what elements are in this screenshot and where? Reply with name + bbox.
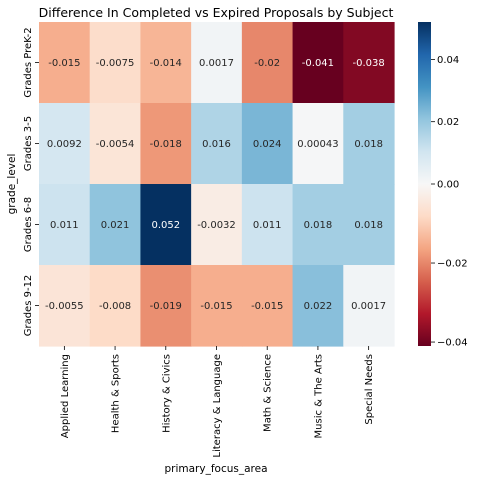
y-tick-label: Grades 3-5 xyxy=(23,116,34,171)
heatmap-cell xyxy=(343,103,395,185)
heatmap-cell xyxy=(191,265,243,347)
cell-value-label: -0.015 xyxy=(251,301,283,312)
y-tick-label: Grades 6-8 xyxy=(23,197,34,252)
x-tick-label: Math & Science xyxy=(263,354,274,432)
heatmap-cell xyxy=(89,184,142,266)
heatmap-cell xyxy=(343,184,395,266)
heatmap-cell xyxy=(39,265,91,347)
cell-value-label: 0.021 xyxy=(101,220,130,231)
cell-value-label: 0.018 xyxy=(354,220,383,231)
x-tick-label: Special Needs xyxy=(364,354,375,425)
heatmap-cell xyxy=(191,103,243,185)
heatmap-cell xyxy=(39,103,91,185)
heatmap-cell xyxy=(241,265,294,347)
heatmap-cell xyxy=(39,22,91,104)
heatmap-cells xyxy=(39,22,395,347)
colorbar-tick-label: −0.04 xyxy=(437,338,468,349)
cell-value-label: -0.0054 xyxy=(96,139,135,150)
heatmap-cell xyxy=(140,184,192,266)
heatmap-cell xyxy=(89,103,142,185)
cell-value-label: -0.041 xyxy=(302,58,334,69)
heatmap-cell xyxy=(191,22,243,104)
heatmap-cell xyxy=(140,22,192,104)
cell-value-label: 0.011 xyxy=(50,220,79,231)
x-tick-label: History & Civics xyxy=(161,354,172,433)
heatmap-cell xyxy=(140,103,192,185)
x-tick-label: Health & Sports xyxy=(111,354,122,433)
colorbar-tick-label: 0.02 xyxy=(437,117,459,128)
x-tick-label: Applied Learning xyxy=(60,354,71,438)
cell-value-label: 0.0092 xyxy=(47,139,82,150)
cell-value-label: 0.00043 xyxy=(297,139,338,150)
cell-value-label: 0.011 xyxy=(253,220,282,231)
heatmap-cell xyxy=(191,184,243,266)
heatmap-cell xyxy=(241,22,294,104)
heatmap-cell xyxy=(343,265,395,347)
heatmap-cell xyxy=(292,103,344,185)
cell-value-label: 0.0017 xyxy=(199,58,234,69)
cell-value-label: -0.018 xyxy=(150,139,182,150)
heatmap-cell xyxy=(292,22,344,104)
heatmap-cell xyxy=(292,184,344,266)
cell-value-label: -0.02 xyxy=(254,58,280,69)
cell-value-label: 0.024 xyxy=(253,139,282,150)
heatmap-cell xyxy=(241,184,294,266)
heatmap-cell xyxy=(292,265,344,347)
cell-value-label: 0.018 xyxy=(304,220,333,231)
cell-value-label: -0.0075 xyxy=(96,58,135,69)
colorbar-tick-label: 0.00 xyxy=(437,180,459,191)
x-tick-label: Music & The Arts xyxy=(313,354,324,438)
heatmap-cell xyxy=(39,184,91,266)
heatmap-cell xyxy=(89,265,142,347)
cell-value-label: 0.022 xyxy=(304,301,333,312)
cell-value-label: 0.018 xyxy=(354,139,383,150)
y-tick-label: Grades PreK-2 xyxy=(23,27,34,97)
cell-value-label: -0.014 xyxy=(150,58,182,69)
x-axis-ticks: Applied Learning Health & Sports History &… xyxy=(60,346,375,458)
cell-value-label: -0.008 xyxy=(99,301,131,312)
cell-value-label: -0.038 xyxy=(353,58,385,69)
cell-value-label: 0.016 xyxy=(202,139,231,150)
cell-value-label: -0.015 xyxy=(48,58,80,69)
cell-value-label: -0.0055 xyxy=(45,301,84,312)
chart-title: Difference In Completed vs Expired Propo… xyxy=(39,5,394,20)
cell-value-label: 0.0017 xyxy=(351,301,386,312)
colorbar xyxy=(418,22,431,346)
heatmap-cell xyxy=(241,103,294,185)
colorbar-tick-label: −0.02 xyxy=(437,259,468,270)
heatmap-cell-labels: -0.015 -0.0075 -0.014 0.0017 -0.02 -0.041 -0.0… xyxy=(45,58,386,312)
x-tick-label: Literacy & Language xyxy=(212,354,223,458)
heatmap-cell xyxy=(140,265,192,347)
heatmap-cell xyxy=(343,22,395,104)
cell-value-label: -0.019 xyxy=(150,301,182,312)
x-axis-label: primary_focus_area xyxy=(164,463,267,475)
colorbar-ticks: 0.04 0.02 0.00 −0.02 −0.04 xyxy=(431,55,468,349)
cell-value-label: -0.0032 xyxy=(197,220,236,231)
colorbar-tick-label: 0.04 xyxy=(437,55,459,66)
y-tick-label: Grades 9-12 xyxy=(23,275,34,337)
heatmap-cell xyxy=(89,22,142,104)
y-axis-label: grade_level xyxy=(6,154,18,215)
cell-value-label: 0.052 xyxy=(151,220,180,231)
cell-value-label: -0.015 xyxy=(200,301,232,312)
y-axis-ticks: Grades PreK-2 Grades 3-5 Grades 6-8 Grades … xyxy=(23,27,39,336)
